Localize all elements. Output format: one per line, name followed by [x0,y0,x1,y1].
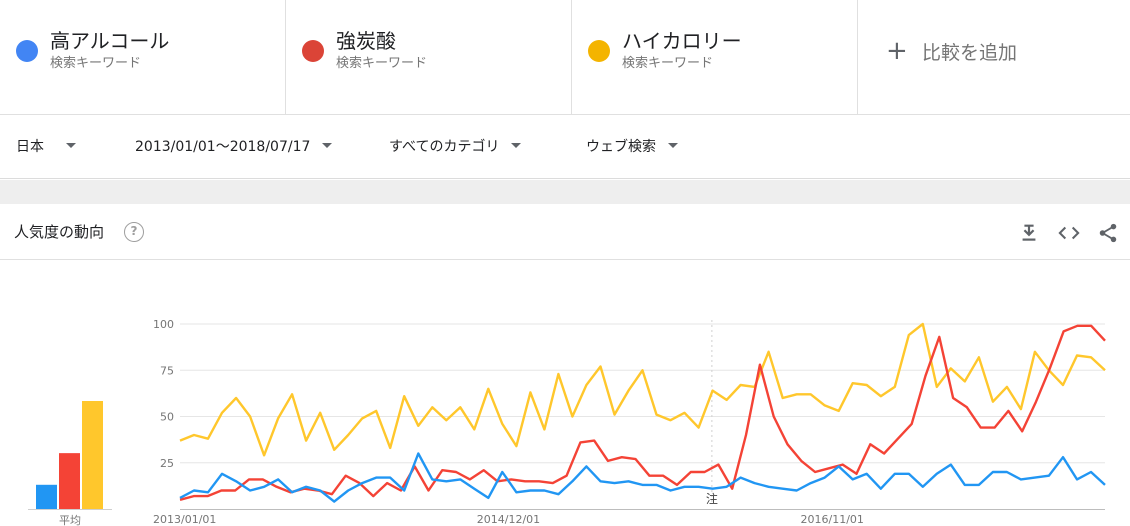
series-line-2[interactable] [179,324,1106,501]
line-chart-svg: 25 50 75 100 2013/01/01 2014/12/01 2016/11/01 注 [153,318,1106,526]
section-divider [0,180,1130,204]
download-icon[interactable] [1018,222,1040,244]
interest-line-chart[interactable]: 25 50 75 100 2013/01/01 2014/12/01 2016/11/01 注 [130,262,1130,526]
average-bar-1[interactable] [36,484,57,509]
term-type: 検索キーワード [336,56,428,71]
term-name: 高アルコール [50,29,170,53]
average-bar-chart [28,401,112,510]
add-comparison-button[interactable]: + 比較を追加 [858,0,1130,115]
y-tick-label: 25 [160,457,174,470]
term-name: ハイカロリー [622,29,742,53]
region-value: 日本 [16,139,44,155]
category-value: すべてのカテゴリ [389,139,500,155]
term-color-dot [16,40,38,62]
search-type-dropdown[interactable]: ウェブ検索 [586,137,678,157]
chevron-down-icon [322,142,333,148]
x-tick-label: 2013/01/01 [153,513,216,526]
x-tick-label: 2016/11/01 [801,513,864,526]
region-dropdown[interactable]: 日本 [16,137,76,157]
category-dropdown[interactable]: すべてのカテゴリ [389,137,522,157]
y-tick-label: 100 [153,318,174,331]
average-label: 平均 [59,514,81,526]
average-panel: 平均 [0,262,130,526]
add-comparison-label: 比較を追加 [922,42,1018,64]
chevron-down-icon [66,142,76,148]
share-icon[interactable] [1097,222,1119,244]
interest-over-time-header: 人気度の動向 ? [0,204,1130,260]
chevron-down-icon [511,142,522,148]
filter-bar: 日本 2013/01/01〜2018/07/17 すべてのカテゴリ ウェブ検索 [0,115,1130,179]
comparison-terms: 高アルコール 検索キーワード 強炭酸 検索キーワード ハイカロリー 検索キーワー… [0,0,1130,115]
note-marker[interactable]: 注 [706,491,718,506]
series-line-1[interactable] [179,452,1106,503]
term-type: 検索キーワード [622,56,714,71]
search-type-value: ウェブ検索 [586,139,656,155]
average-bar-3[interactable] [82,401,103,509]
embed-icon[interactable] [1058,222,1080,244]
x-tick-label: 2014/12/01 [477,513,540,526]
term-card-3[interactable]: ハイカロリー 検索キーワード [572,0,858,115]
term-type: 検索キーワード [50,56,142,71]
y-tick-label: 50 [160,411,174,424]
term-name: 強炭酸 [336,29,396,53]
chevron-down-icon [668,142,678,148]
term-color-dot [302,40,324,62]
term-card-1[interactable]: 高アルコール 検索キーワード [0,0,286,115]
date-range-dropdown[interactable]: 2013/01/01〜2018/07/17 [135,137,333,157]
term-card-2[interactable]: 強炭酸 検索キーワード [286,0,572,115]
card-title: 人気度の動向 [14,223,105,241]
y-tick-label: 75 [160,364,174,377]
date-range-value: 2013/01/01〜2018/07/17 [135,139,311,155]
average-bar-2[interactable] [59,453,80,509]
help-icon[interactable]: ? [124,222,144,242]
term-color-dot [588,40,610,62]
plus-icon: + [886,36,908,66]
series-line-3[interactable] [179,322,1106,457]
